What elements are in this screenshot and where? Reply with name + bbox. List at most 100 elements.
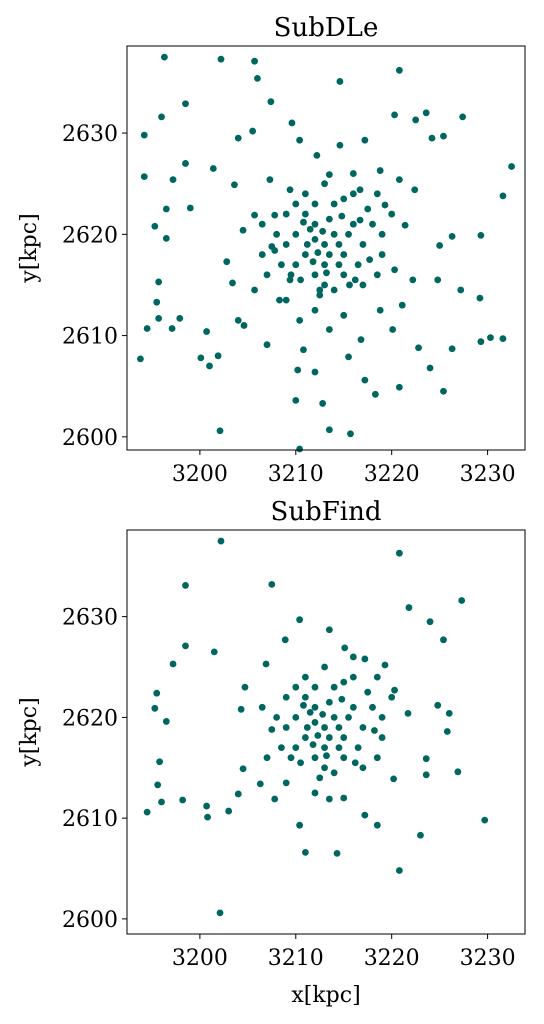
point bbox=[359, 281, 367, 289]
point bbox=[296, 821, 304, 829]
point bbox=[263, 271, 271, 279]
point bbox=[440, 636, 447, 644]
point bbox=[340, 734, 348, 741]
point bbox=[487, 334, 494, 342]
point bbox=[388, 693, 396, 701]
point bbox=[340, 678, 348, 686]
point bbox=[340, 794, 348, 802]
point bbox=[203, 328, 211, 335]
point bbox=[313, 151, 321, 159]
point bbox=[251, 286, 258, 294]
point bbox=[381, 201, 389, 209]
point bbox=[182, 642, 189, 650]
point bbox=[292, 396, 300, 404]
point bbox=[335, 241, 343, 248]
point bbox=[140, 173, 148, 181]
point bbox=[330, 713, 338, 721]
point bbox=[158, 798, 165, 806]
point bbox=[321, 281, 328, 289]
point bbox=[210, 648, 218, 656]
point bbox=[282, 210, 290, 218]
point bbox=[297, 276, 304, 284]
point bbox=[412, 116, 420, 124]
point bbox=[508, 163, 515, 170]
point bbox=[311, 368, 319, 376]
point bbox=[301, 210, 309, 218]
point bbox=[292, 230, 300, 238]
point bbox=[333, 850, 341, 857]
point bbox=[354, 744, 362, 752]
point bbox=[321, 180, 328, 188]
point bbox=[378, 734, 386, 741]
point bbox=[389, 326, 397, 333]
point bbox=[155, 278, 163, 286]
point bbox=[364, 688, 372, 696]
point bbox=[168, 325, 176, 332]
y-axis-label: y[kpc] bbox=[17, 213, 42, 283]
point bbox=[294, 366, 302, 374]
point bbox=[151, 222, 159, 230]
point bbox=[311, 306, 319, 314]
point bbox=[330, 200, 338, 208]
x-tick-label: 3230 bbox=[460, 946, 516, 971]
point bbox=[349, 190, 357, 198]
point bbox=[359, 241, 367, 248]
point bbox=[162, 205, 170, 213]
point bbox=[340, 195, 348, 203]
x-axis-label: x[kpc] bbox=[291, 983, 360, 1008]
point bbox=[286, 276, 294, 284]
point bbox=[278, 744, 285, 752]
point bbox=[229, 279, 236, 287]
point bbox=[434, 276, 442, 284]
point bbox=[263, 754, 271, 762]
point bbox=[137, 355, 144, 363]
point bbox=[321, 663, 328, 671]
point bbox=[338, 212, 346, 220]
point bbox=[325, 171, 333, 178]
point bbox=[373, 821, 381, 829]
point bbox=[340, 271, 348, 279]
point bbox=[422, 109, 430, 117]
point bbox=[330, 230, 338, 238]
point bbox=[346, 281, 353, 289]
point bbox=[336, 141, 344, 149]
point bbox=[325, 698, 333, 706]
point bbox=[234, 790, 242, 798]
point bbox=[314, 249, 322, 256]
point bbox=[457, 286, 465, 294]
point bbox=[330, 286, 338, 294]
x-tick-label: 3210 bbox=[268, 946, 324, 971]
point bbox=[303, 241, 311, 248]
point bbox=[176, 314, 184, 322]
point bbox=[273, 713, 281, 721]
point bbox=[287, 754, 295, 762]
y-tick-label: 2600 bbox=[62, 908, 118, 933]
point bbox=[268, 243, 276, 250]
point bbox=[376, 167, 384, 174]
point bbox=[303, 724, 311, 731]
point bbox=[143, 325, 151, 332]
point bbox=[373, 673, 381, 681]
point bbox=[434, 701, 442, 709]
point bbox=[282, 296, 290, 304]
point bbox=[288, 119, 296, 127]
point bbox=[153, 689, 161, 697]
point bbox=[428, 134, 436, 142]
point bbox=[340, 311, 348, 319]
point bbox=[203, 802, 211, 810]
point bbox=[240, 322, 248, 329]
point bbox=[161, 53, 168, 61]
point bbox=[297, 759, 304, 767]
point bbox=[306, 225, 314, 233]
point bbox=[182, 582, 189, 589]
point bbox=[282, 693, 290, 701]
point bbox=[292, 200, 300, 208]
point bbox=[361, 136, 369, 144]
point bbox=[409, 276, 417, 284]
point bbox=[415, 344, 422, 352]
point bbox=[151, 704, 159, 712]
point bbox=[311, 271, 319, 279]
point bbox=[182, 100, 189, 108]
point bbox=[316, 291, 324, 299]
